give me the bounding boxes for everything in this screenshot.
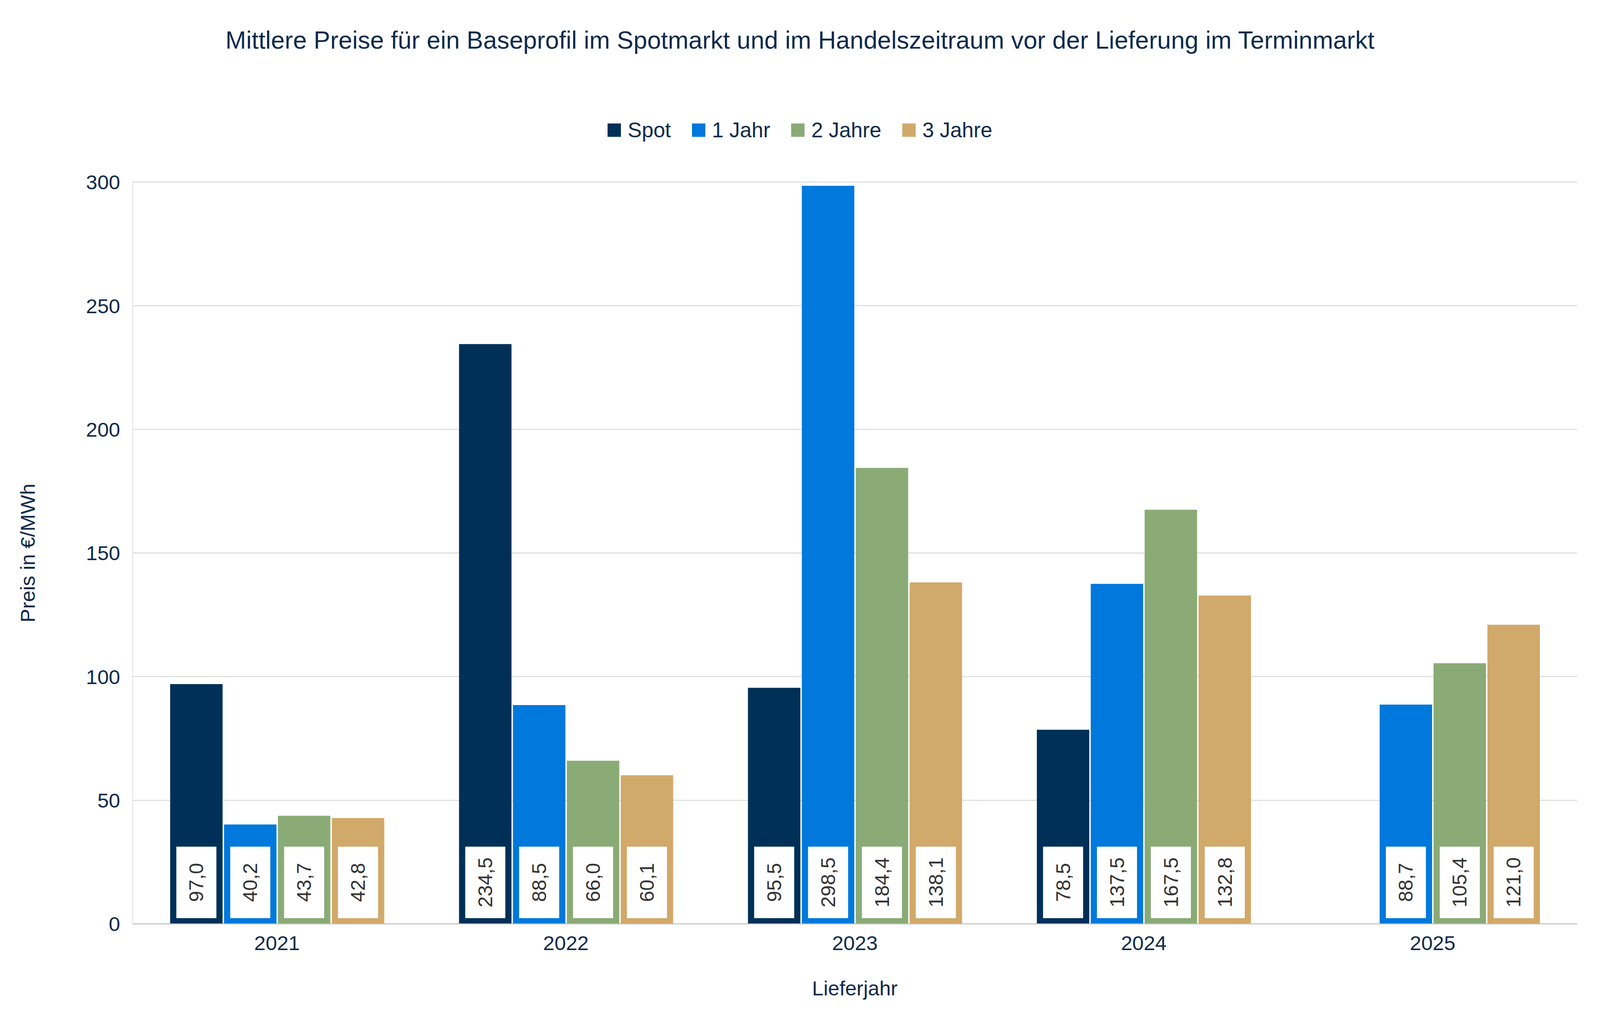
svg-text:0: 0: [108, 912, 121, 936]
svg-text:138,1: 138,1: [924, 857, 948, 908]
svg-text:40,2: 40,2: [238, 863, 262, 903]
svg-text:250: 250: [85, 294, 121, 318]
svg-text:Preis in €/MWh: Preis in €/MWh: [16, 483, 40, 623]
html-text:2 Jahre: 2 Jahre: [811, 118, 882, 142]
svg-text:298,5: 298,5: [816, 857, 840, 908]
html-text:Mittlere Preise für ein Basepr: Mittlere Preise für ein Baseprofil im Sp…: [225, 26, 1375, 54]
svg-text:2022: 2022: [543, 931, 589, 955]
svg-text:Lieferjahr: Lieferjahr: [812, 977, 898, 1001]
svg-text:97,0: 97,0: [185, 863, 208, 903]
svg-text:78,5: 78,5: [1052, 863, 1075, 903]
svg-text:95,5: 95,5: [763, 863, 786, 903]
svg-text:150: 150: [85, 541, 121, 565]
html-text:3 Jahre: 3 Jahre: [922, 118, 993, 142]
svg-text:2021: 2021: [254, 931, 300, 955]
svg-text:137,5: 137,5: [1105, 857, 1129, 908]
svg-text:167,5: 167,5: [1159, 857, 1183, 908]
svg-text:184,4: 184,4: [870, 857, 894, 908]
svg-text:42,8: 42,8: [346, 863, 370, 903]
svg-text:200: 200: [85, 418, 121, 442]
svg-text:100: 100: [85, 665, 121, 689]
html-text:Spot: Spot: [627, 118, 671, 142]
svg-text:88,7: 88,7: [1394, 863, 1417, 903]
svg-text:105,4: 105,4: [1448, 857, 1471, 908]
svg-text:2024: 2024: [1120, 931, 1167, 955]
html-text:1 Jahr: 1 Jahr: [711, 118, 771, 142]
svg-text:121,0: 121,0: [1502, 857, 1525, 908]
svg-text:300: 300: [85, 170, 121, 194]
svg-text:50: 50: [97, 789, 121, 813]
svg-text:2023: 2023: [832, 931, 878, 955]
svg-text:66,0: 66,0: [581, 863, 605, 903]
svg-text:132,8: 132,8: [1213, 857, 1237, 908]
svg-text:43,7: 43,7: [292, 863, 316, 903]
svg-text:234,5: 234,5: [474, 857, 497, 908]
svg-text:60,1: 60,1: [635, 863, 659, 903]
svg-text:88,5: 88,5: [527, 863, 551, 903]
svg-text:2025: 2025: [1409, 931, 1456, 955]
